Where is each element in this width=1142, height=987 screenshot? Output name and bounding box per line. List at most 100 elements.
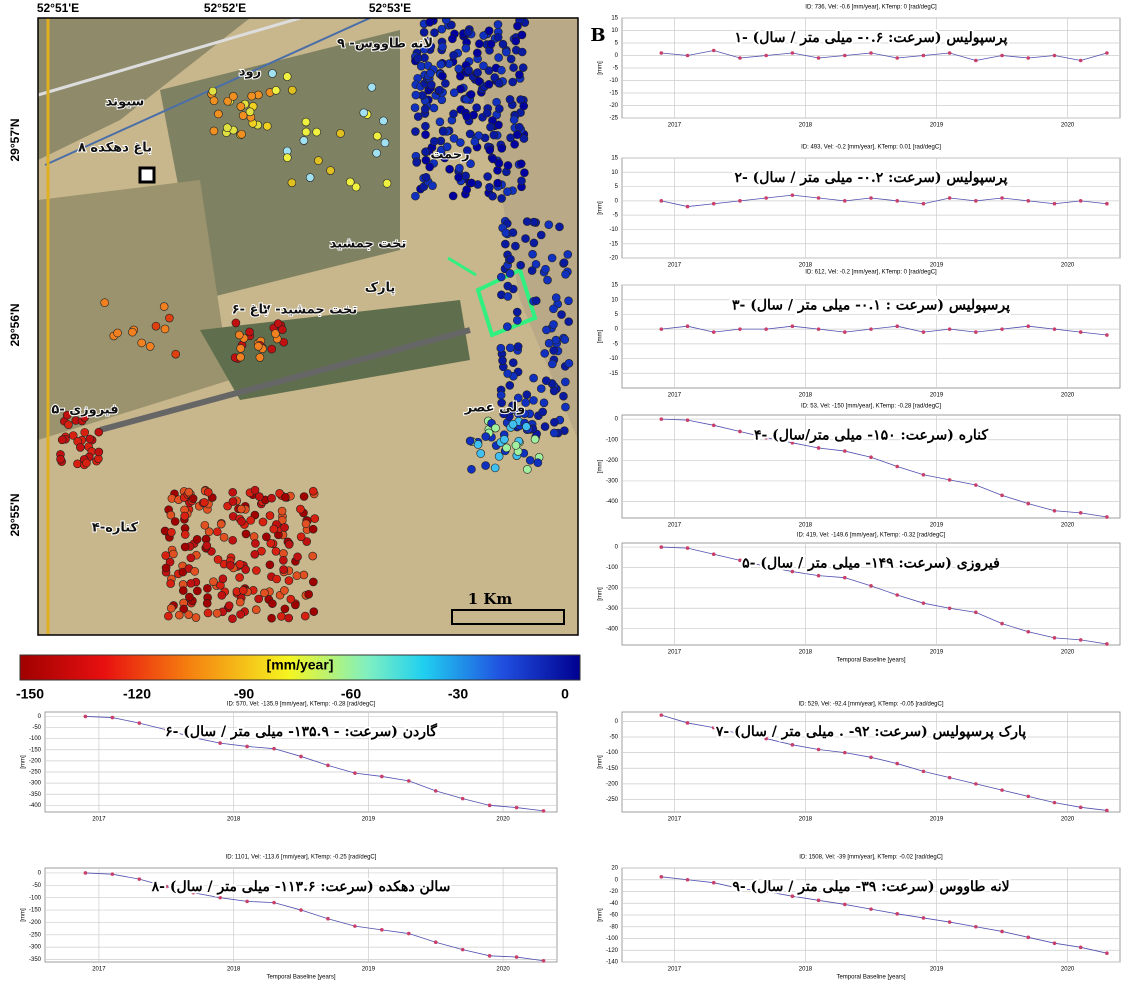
map-point bbox=[414, 54, 422, 62]
map-point bbox=[515, 71, 523, 79]
y-tick-label: -10 bbox=[609, 227, 618, 233]
map-point bbox=[491, 464, 499, 472]
data-point bbox=[1105, 51, 1109, 55]
map-point bbox=[285, 540, 293, 548]
x-tick-label: 2017 bbox=[668, 123, 682, 129]
map-point bbox=[412, 91, 420, 99]
map-point bbox=[500, 435, 508, 443]
chart-title: ۱- پرسپولیس (سرعت: ۰.۶- میلی متر / سال) bbox=[734, 30, 1007, 46]
map-point bbox=[266, 561, 274, 569]
x-tick-label: 2020 bbox=[496, 967, 510, 973]
map-point bbox=[254, 342, 262, 350]
y-tick-label: -120 bbox=[606, 948, 619, 954]
y-tick-label: 0 bbox=[615, 53, 619, 59]
data-point bbox=[1053, 941, 1057, 945]
data-point bbox=[738, 327, 742, 331]
place-label: تخت جمشید bbox=[330, 237, 407, 252]
map-point bbox=[504, 370, 512, 378]
map-point bbox=[114, 329, 122, 337]
data-point bbox=[922, 916, 926, 920]
map-point bbox=[300, 137, 308, 145]
map-point bbox=[210, 97, 218, 105]
data-point bbox=[686, 205, 690, 209]
map-point bbox=[346, 178, 354, 186]
data-point bbox=[542, 809, 546, 813]
data-point bbox=[948, 606, 952, 610]
map-point bbox=[306, 174, 314, 182]
chart-title: ۵- فیروزی (سرعت: ۱۴۹- میلی متر / سال) bbox=[742, 555, 1000, 571]
data-point bbox=[791, 324, 795, 328]
data-point bbox=[922, 54, 926, 58]
map-point bbox=[489, 155, 497, 163]
x-tick-label: 2019 bbox=[930, 123, 944, 129]
data-point bbox=[407, 932, 411, 936]
y-axis-label: [mm] bbox=[598, 908, 604, 922]
y-tick-label: 15 bbox=[611, 283, 618, 289]
map-point bbox=[494, 179, 502, 187]
map-point bbox=[510, 116, 518, 124]
y-axis-label: [mm] bbox=[598, 755, 604, 769]
y-tick-label: -80 bbox=[609, 924, 618, 930]
map-point bbox=[529, 396, 537, 404]
chart-title: ۸- سالن دهکده (سرعت: ۱۱۳.۶- میلی متر / س… bbox=[151, 879, 451, 895]
data-point bbox=[895, 912, 899, 916]
map-point bbox=[530, 374, 538, 382]
map-point bbox=[506, 381, 514, 389]
map-point bbox=[175, 611, 183, 619]
map-point bbox=[518, 48, 526, 56]
data-point bbox=[738, 199, 742, 203]
data-point bbox=[380, 775, 384, 779]
map-point bbox=[487, 40, 495, 48]
map-point bbox=[238, 517, 246, 525]
x-axis-label: Temporal Baseline [years] bbox=[266, 975, 335, 981]
x-tick-label: 2020 bbox=[1061, 650, 1075, 656]
map-point bbox=[213, 609, 221, 617]
map-point bbox=[278, 507, 286, 515]
map-point bbox=[272, 547, 280, 555]
x-tick-label: 2017 bbox=[668, 650, 682, 656]
map-point bbox=[302, 118, 310, 126]
data-point bbox=[1000, 930, 1004, 934]
map-point bbox=[513, 131, 521, 139]
chart-header: ID: 1508, Vel: -39 [mm/year], KTemp: -0.… bbox=[799, 855, 943, 861]
map-point bbox=[219, 575, 227, 583]
data-point bbox=[1053, 202, 1057, 206]
map-point bbox=[422, 156, 430, 164]
y-tick-label: -10 bbox=[609, 356, 618, 362]
map-point bbox=[296, 505, 304, 513]
map-point bbox=[485, 183, 493, 191]
data-point bbox=[1079, 946, 1083, 950]
map-point bbox=[464, 28, 472, 36]
place-label: باغ -۶ bbox=[232, 303, 269, 318]
map-point bbox=[280, 566, 288, 574]
map-point bbox=[169, 550, 177, 558]
y-tick-label: -100 bbox=[606, 565, 619, 571]
map-point bbox=[293, 572, 301, 580]
map-point bbox=[167, 604, 175, 612]
data-point bbox=[817, 446, 821, 450]
y-tick-label: -5 bbox=[613, 213, 619, 219]
y-tick-label: 5 bbox=[615, 41, 619, 47]
map-point bbox=[167, 511, 175, 519]
data-point bbox=[817, 574, 821, 578]
chart-header: ID: 419, Vel: -149.6 [mm/year], KTemp: -… bbox=[797, 533, 946, 539]
figure: 1 Km B [mm/year] لانه طاووس- ۹رودسیوندبا… bbox=[0, 0, 1142, 987]
data-point bbox=[515, 806, 519, 810]
chart-header: ID: 1101, Vel: -113.6 [mm/year], KTemp: … bbox=[226, 855, 377, 861]
y-axis-label: [mm] bbox=[21, 908, 27, 922]
map-point bbox=[237, 103, 245, 111]
map-point bbox=[489, 192, 497, 200]
data-point bbox=[791, 193, 795, 197]
data-point bbox=[869, 756, 873, 760]
map-point bbox=[268, 614, 276, 622]
data-point bbox=[817, 196, 821, 200]
map-point bbox=[95, 448, 103, 456]
y-tick-label: 10 bbox=[611, 28, 618, 34]
x-tick-label: 2017 bbox=[92, 967, 106, 973]
map-point bbox=[209, 578, 217, 586]
map-point bbox=[278, 326, 286, 334]
data-point bbox=[869, 907, 873, 911]
map-point bbox=[520, 102, 528, 110]
map-point bbox=[360, 109, 368, 117]
map-point bbox=[420, 28, 428, 36]
